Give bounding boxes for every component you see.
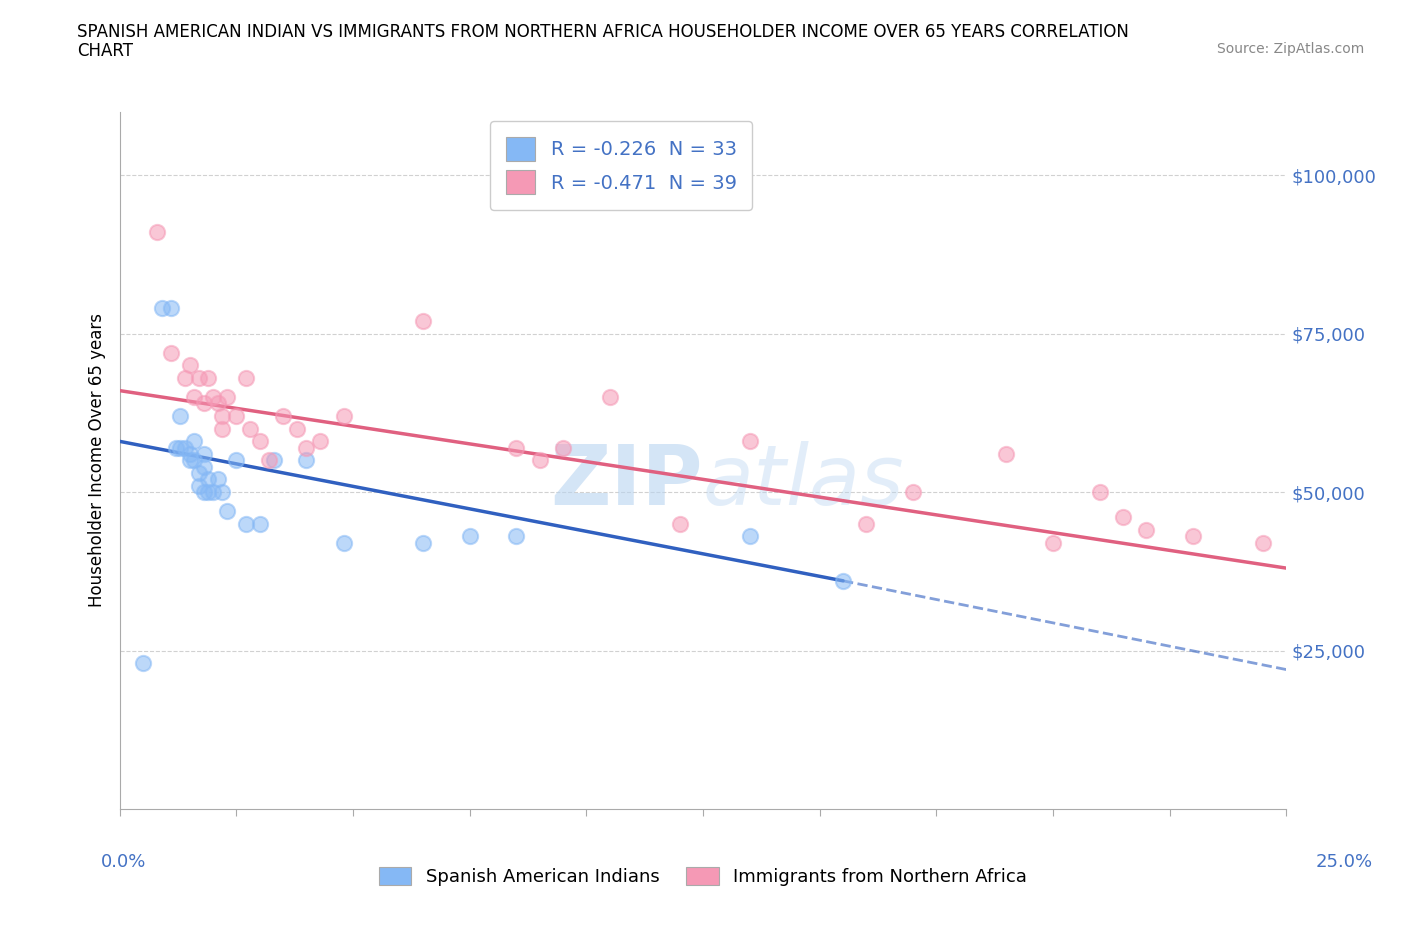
- Text: atlas: atlas: [703, 441, 904, 522]
- Point: [211, 485, 233, 499]
- Point: [187, 370, 209, 385]
- Point: [160, 300, 183, 315]
- Point: [738, 434, 761, 449]
- Point: [169, 440, 191, 455]
- Point: [332, 536, 354, 551]
- Point: [183, 434, 205, 449]
- Point: [412, 536, 434, 551]
- Text: Source: ZipAtlas.com: Source: ZipAtlas.com: [1216, 42, 1364, 56]
- Point: [160, 345, 183, 360]
- Point: [150, 300, 173, 315]
- Text: 0.0%: 0.0%: [101, 853, 146, 870]
- Point: [235, 370, 257, 385]
- Point: [295, 440, 318, 455]
- Point: [901, 485, 924, 499]
- Point: [309, 434, 332, 449]
- Point: [1182, 529, 1205, 544]
- Point: [995, 446, 1018, 461]
- Point: [173, 370, 195, 385]
- Legend: R = -0.226  N = 33, R = -0.471  N = 39: R = -0.226 N = 33, R = -0.471 N = 39: [491, 121, 752, 209]
- Point: [235, 516, 257, 531]
- Point: [173, 440, 195, 455]
- Point: [271, 408, 294, 423]
- Point: [165, 440, 187, 455]
- Point: [193, 485, 215, 499]
- Point: [207, 472, 229, 486]
- Point: [193, 459, 215, 474]
- Point: [1135, 523, 1157, 538]
- Point: [179, 358, 201, 373]
- Point: [599, 390, 621, 405]
- Point: [193, 446, 215, 461]
- Point: [832, 574, 855, 589]
- Point: [458, 529, 481, 544]
- Point: [183, 390, 205, 405]
- Legend: Spanish American Indians, Immigrants from Northern Africa: Spanish American Indians, Immigrants fro…: [371, 859, 1035, 893]
- Point: [211, 408, 233, 423]
- Point: [215, 390, 238, 405]
- Point: [239, 421, 262, 436]
- Point: [263, 453, 285, 468]
- Point: [257, 453, 280, 468]
- Point: [132, 656, 155, 671]
- Point: [529, 453, 551, 468]
- Point: [179, 446, 201, 461]
- Point: [169, 408, 191, 423]
- Point: [211, 421, 233, 436]
- Point: [183, 453, 205, 468]
- Point: [179, 453, 201, 468]
- Point: [225, 408, 247, 423]
- Point: [197, 485, 219, 499]
- Point: [1251, 536, 1274, 551]
- Point: [197, 370, 219, 385]
- Text: CHART: CHART: [77, 42, 134, 60]
- Point: [1042, 536, 1064, 551]
- Point: [668, 516, 690, 531]
- Point: [1112, 510, 1135, 525]
- Point: [215, 504, 238, 519]
- Point: [201, 485, 224, 499]
- Point: [1088, 485, 1111, 499]
- Text: SPANISH AMERICAN INDIAN VS IMMIGRANTS FROM NORTHERN AFRICA HOUSEHOLDER INCOME OV: SPANISH AMERICAN INDIAN VS IMMIGRANTS FR…: [77, 23, 1129, 41]
- Point: [187, 466, 209, 481]
- Point: [505, 440, 527, 455]
- Point: [187, 478, 209, 493]
- Point: [412, 313, 434, 328]
- Y-axis label: Householder Income Over 65 years: Householder Income Over 65 years: [87, 313, 105, 607]
- Point: [249, 434, 271, 449]
- Point: [225, 453, 247, 468]
- Point: [295, 453, 318, 468]
- Point: [201, 390, 224, 405]
- Point: [207, 396, 229, 411]
- Point: [855, 516, 877, 531]
- Point: [505, 529, 527, 544]
- Point: [193, 396, 215, 411]
- Point: [146, 225, 169, 240]
- Point: [738, 529, 761, 544]
- Point: [285, 421, 308, 436]
- Point: [197, 472, 219, 486]
- Point: [249, 516, 271, 531]
- Point: [332, 408, 354, 423]
- Text: 25.0%: 25.0%: [1316, 853, 1372, 870]
- Text: ZIP: ZIP: [551, 441, 703, 522]
- Point: [551, 440, 574, 455]
